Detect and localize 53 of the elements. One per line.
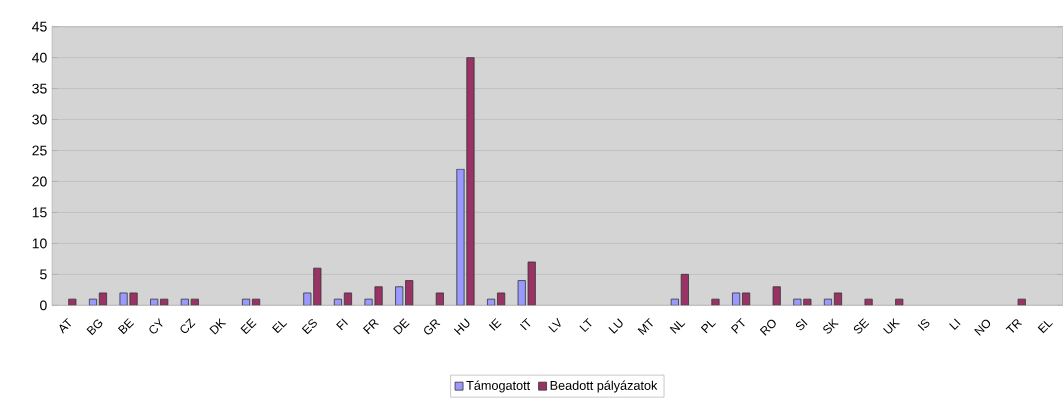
x-tick-label: BG [86,319,103,336]
x-tick-label: IT [519,317,531,331]
x-tick-label: FR [362,319,380,335]
y-tick-label: 30 [32,114,47,125]
bar [670,298,679,306]
x-tick-label: DK [209,318,227,335]
x-tick-label: EE [240,318,257,335]
x-tick-label: SI [795,318,808,331]
x-tick-label: CY [149,317,163,334]
bar [88,298,98,306]
x-tick-label: BE [117,318,135,335]
y-tick-label: 40 [32,52,47,63]
y-tick-label: 45 [32,21,47,32]
bar [732,292,741,306]
x-tick-label: ES [301,319,317,335]
x-tick-label: GR [424,319,441,335]
bar [333,298,343,306]
bar [487,298,496,306]
y-tick-label: 5 [40,269,47,280]
x-tick-label: PL [700,320,717,334]
x-tick-label: NO [974,319,991,336]
x-tick-label: EL [272,320,288,334]
y-tick-label: 0 [40,300,47,311]
x-tick-label: IS [917,319,930,331]
x-tick-label: UK [883,318,900,334]
x-tick-label: HU [453,318,470,336]
x-tick-label: IE [488,318,502,331]
x-tick-label: FI [336,318,349,331]
y-tick-label: 15 [32,207,47,218]
x-tick-label: AT [59,317,71,334]
bar [180,298,189,306]
x-tick-label: EL [1037,320,1053,334]
legend-label: Beadott pályázatok [550,380,658,393]
x-tick-label: LV [548,317,561,333]
x-tick-label: LI [949,318,961,330]
bar [823,298,833,306]
x-tick-label: LU [608,318,623,334]
x-tick-label: RO [759,319,776,336]
x-tick-label: DE [393,318,410,335]
x-tick-label: LT [579,317,592,333]
x-tick-label: SE [853,318,870,334]
bar [242,298,251,306]
x-tick-label: PT [730,317,745,334]
x-tick-label: TR [1005,319,1023,333]
x-tick-label: SK [823,318,839,334]
x-tick-label: CZ [180,318,196,334]
x-tick-label: MT [637,317,653,336]
y-tick-label: 35 [32,83,47,94]
y-tick-label: 10 [32,238,47,249]
legend-label: Támogatott [466,380,531,393]
y-tick-label: 25 [32,145,47,156]
x-tick-label: NL [669,320,686,334]
y-tick-label: 20 [32,176,47,187]
